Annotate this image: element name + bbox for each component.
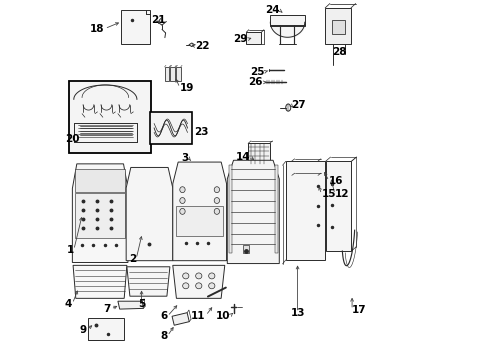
Bar xyxy=(75,193,125,238)
Text: 3: 3 xyxy=(182,153,188,163)
Text: 18: 18 xyxy=(90,24,104,34)
Polygon shape xyxy=(172,265,224,298)
Ellipse shape xyxy=(195,283,202,289)
Ellipse shape xyxy=(208,273,214,279)
Ellipse shape xyxy=(214,208,219,214)
Ellipse shape xyxy=(180,187,185,193)
Text: 28: 28 xyxy=(332,46,346,57)
Bar xyxy=(164,67,169,81)
Bar xyxy=(170,67,175,81)
Bar xyxy=(176,206,223,236)
Bar xyxy=(303,162,306,173)
Polygon shape xyxy=(188,43,194,46)
Bar xyxy=(312,162,316,173)
Text: 10: 10 xyxy=(215,311,230,320)
Polygon shape xyxy=(73,265,126,298)
Bar xyxy=(303,176,306,190)
Bar xyxy=(176,67,180,81)
Bar xyxy=(75,169,125,193)
Bar xyxy=(274,166,277,253)
Ellipse shape xyxy=(183,283,188,289)
Ellipse shape xyxy=(180,208,185,214)
Text: 21: 21 xyxy=(151,15,165,26)
Polygon shape xyxy=(172,162,226,261)
Text: 7: 7 xyxy=(103,304,110,314)
Polygon shape xyxy=(126,167,172,261)
Bar xyxy=(292,176,296,190)
Ellipse shape xyxy=(180,198,185,203)
Text: 17: 17 xyxy=(351,305,366,315)
Text: 19: 19 xyxy=(180,83,194,93)
Bar xyxy=(121,10,150,44)
Bar xyxy=(325,8,350,44)
Text: 14: 14 xyxy=(235,152,250,162)
Polygon shape xyxy=(72,164,128,262)
Ellipse shape xyxy=(285,104,290,111)
Text: 22: 22 xyxy=(195,41,209,51)
Text: 4: 4 xyxy=(65,299,72,309)
Text: 6: 6 xyxy=(160,311,167,321)
Bar xyxy=(292,162,296,173)
Bar xyxy=(88,319,123,340)
Text: 13: 13 xyxy=(290,308,304,318)
Text: 29: 29 xyxy=(232,35,246,44)
Bar xyxy=(297,162,301,173)
Bar xyxy=(312,176,316,190)
Ellipse shape xyxy=(195,273,202,279)
Bar xyxy=(325,161,351,251)
Bar xyxy=(297,176,301,190)
Text: 11: 11 xyxy=(191,311,205,320)
Text: 5: 5 xyxy=(138,299,145,309)
Polygon shape xyxy=(126,267,169,296)
Ellipse shape xyxy=(214,198,219,203)
Bar xyxy=(69,81,151,153)
Text: 23: 23 xyxy=(194,127,208,136)
Polygon shape xyxy=(227,160,279,264)
Bar xyxy=(246,32,261,44)
Bar xyxy=(307,176,311,190)
Bar xyxy=(307,162,311,173)
Text: 2: 2 xyxy=(129,254,136,264)
Bar xyxy=(331,21,345,34)
Text: 16: 16 xyxy=(328,176,343,186)
Bar xyxy=(228,166,231,253)
Text: 27: 27 xyxy=(290,100,305,111)
Ellipse shape xyxy=(208,283,214,289)
Bar xyxy=(149,112,192,144)
Text: 9: 9 xyxy=(80,325,86,335)
Polygon shape xyxy=(172,313,189,325)
Bar xyxy=(291,175,317,191)
Text: 24: 24 xyxy=(264,5,279,15)
Text: 12: 12 xyxy=(334,189,348,199)
Text: 1: 1 xyxy=(66,245,74,255)
Bar xyxy=(270,15,304,26)
Text: 20: 20 xyxy=(65,134,80,144)
Bar xyxy=(247,143,269,164)
Bar xyxy=(285,161,325,260)
Text: 8: 8 xyxy=(160,331,167,341)
Bar xyxy=(291,161,317,174)
Ellipse shape xyxy=(214,187,219,193)
Polygon shape xyxy=(118,301,143,309)
Ellipse shape xyxy=(183,273,188,279)
Text: 25: 25 xyxy=(250,67,264,77)
Text: 26: 26 xyxy=(248,77,262,87)
Text: 15: 15 xyxy=(321,189,335,199)
Bar xyxy=(243,245,248,253)
